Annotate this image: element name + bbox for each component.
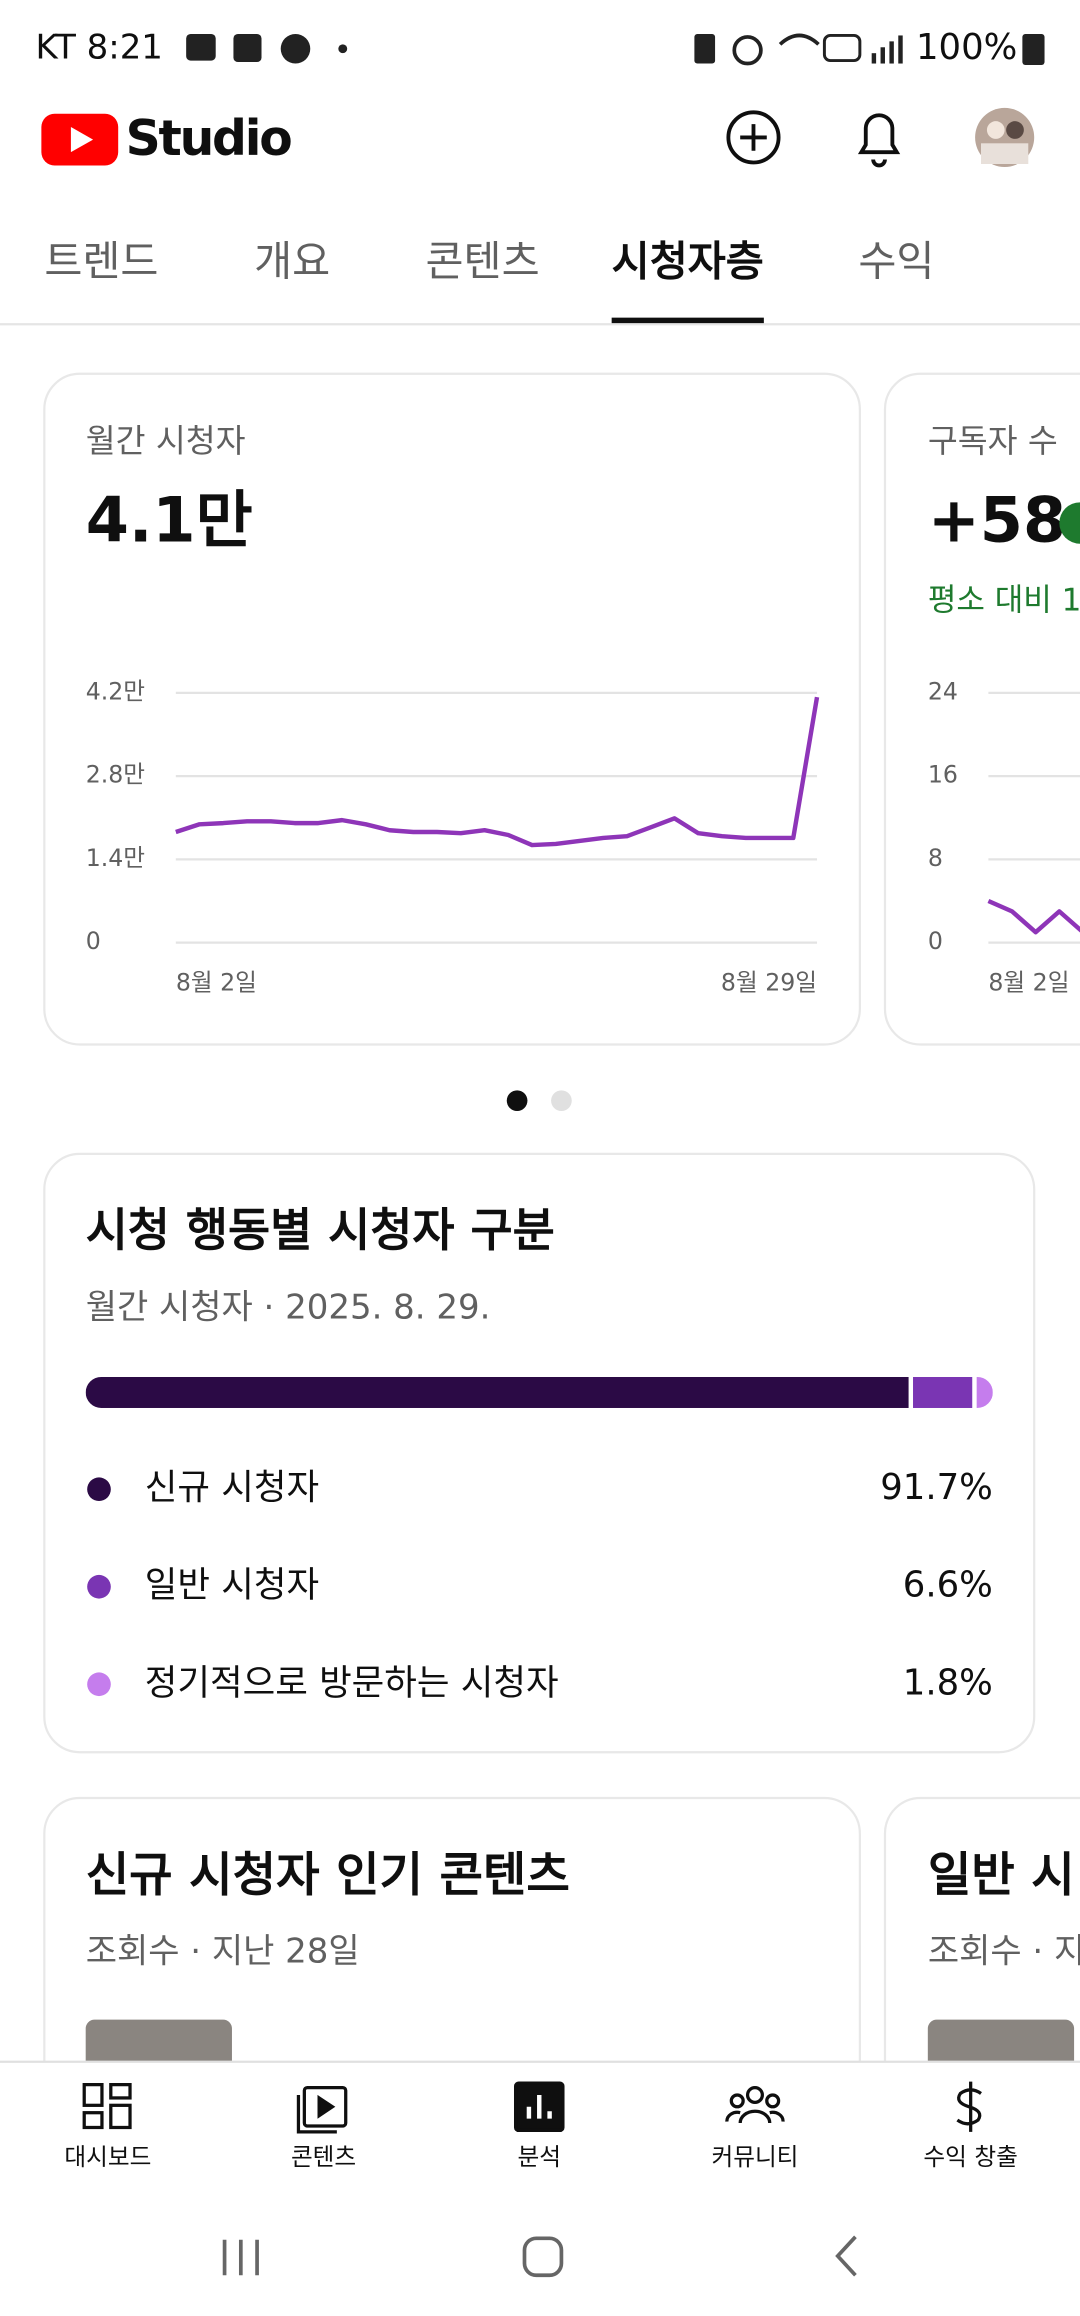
tab[interactable]: 콘텐츠: [426, 237, 540, 285]
line-series: [175, 696, 820, 848]
tab-indicator: [611, 317, 764, 324]
metric-card[interactable]: [43, 372, 861, 1046]
y-tick-label: 8: [928, 844, 943, 872]
legend-value: 91.7%: [880, 1467, 993, 1508]
nav-label[interactable]: 대시보드: [64, 2143, 151, 2171]
home-button[interactable]: [522, 2236, 564, 2278]
nav-label[interactable]: 분석: [518, 2143, 561, 2171]
legend-label: 일반 시청자: [145, 1565, 319, 1606]
recents-button[interactable]: [222, 2239, 259, 2276]
x-tick-label: 8월 2일: [176, 968, 257, 996]
bar-segment: [913, 1376, 973, 1408]
legend-dot: [87, 1477, 111, 1502]
y-tick-label: 1.4만: [86, 844, 145, 872]
create-button[interactable]: [726, 110, 781, 165]
nav-labels: 대시보드 콘텐츠 분석 커뮤니티 수익 창출: [64, 2143, 1018, 2171]
legend-dot: [87, 1574, 111, 1599]
tab[interactable]: 트렌드: [44, 237, 158, 285]
y-tick-label: 0: [928, 927, 943, 955]
metric-note: 평소 대비 1: [928, 582, 1080, 618]
card-subtitle: 조회수 · 지난 28일: [86, 1932, 360, 1972]
y-tick-label: 0: [86, 927, 101, 955]
tab[interactable]: 시청자층: [612, 237, 764, 285]
card-subtitle: 조회수 · 지: [928, 1932, 1080, 1972]
x-tick-label: 8월 29일: [721, 968, 817, 996]
stacked-bar: [85, 1376, 993, 1408]
legend-value: 1.8%: [903, 1662, 993, 1703]
legend-label: 정기적으로 방문하는 시청자: [145, 1662, 559, 1703]
card-title: 일반 시: [928, 1848, 1075, 1903]
status-icons: [186, 33, 1045, 66]
line-chart: 0 1.4만 2.8만 4.2만 8월 2일 8월 29일: [86, 677, 820, 996]
card-title: 시청 행동별 시청자 구분: [86, 1203, 555, 1257]
breakdown-card[interactable]: [43, 1152, 1036, 1754]
metric-title: 월간 시청자: [86, 422, 246, 460]
system-nav: [222, 2235, 857, 2278]
y-tick-label: 4.2만: [86, 677, 145, 705]
line-series: [987, 898, 1080, 935]
metric-title: 구독자 수: [928, 422, 1058, 460]
card-title: 신규 시청자 인기 콘텐츠: [86, 1848, 570, 1903]
y-tick-label: 2.8만: [86, 761, 145, 789]
legend-value: 6.6%: [903, 1565, 993, 1606]
back-button[interactable]: [835, 2235, 857, 2277]
line-chart: 0 8 16 24 8월 2일: [928, 677, 1080, 996]
nav-label[interactable]: 수익 창출: [923, 2143, 1017, 2171]
nav-label[interactable]: 콘텐츠: [291, 2143, 356, 2171]
nav-label[interactable]: 커뮤니티: [711, 2143, 798, 2171]
battery-level: 100%: [916, 27, 1017, 68]
youtube-logo: [41, 113, 119, 166]
card-subtitle: 월간 시청자 · 2025. 8. 29.: [86, 1287, 491, 1327]
y-tick-label: 24: [928, 677, 958, 705]
nav-icons: [82, 2081, 982, 2134]
x-tick-label: 8월 2일: [988, 968, 1069, 996]
metric-card[interactable]: [883, 372, 1080, 1046]
legend-label: 신규 시청자: [145, 1467, 319, 1508]
app-title: Studio: [126, 111, 292, 167]
account-avatar[interactable]: [975, 107, 1035, 167]
status-time: KT 8:21: [35, 27, 162, 67]
tab[interactable]: 수익: [858, 237, 934, 285]
trend-badge: [1059, 502, 1080, 544]
bar-segment: [976, 1376, 993, 1408]
bar-segment: [85, 1376, 909, 1408]
legend: 신규 시청자 91.7% 일반 시청자 6.6% 정기적으로 방문하는 시청자 1.8%: [87, 1467, 993, 1703]
y-tick-label: 16: [928, 761, 958, 789]
tab-bar: 트렌드 개요 콘텐츠 시청자층 수익: [44, 237, 934, 324]
notifications-button[interactable]: [857, 113, 901, 168]
metric-value: +58: [928, 484, 1066, 557]
metric-value: 4.1만: [86, 484, 253, 557]
legend-dot: [87, 1672, 111, 1697]
tab[interactable]: 개요: [254, 237, 330, 285]
pager-dots: [506, 1090, 572, 1112]
